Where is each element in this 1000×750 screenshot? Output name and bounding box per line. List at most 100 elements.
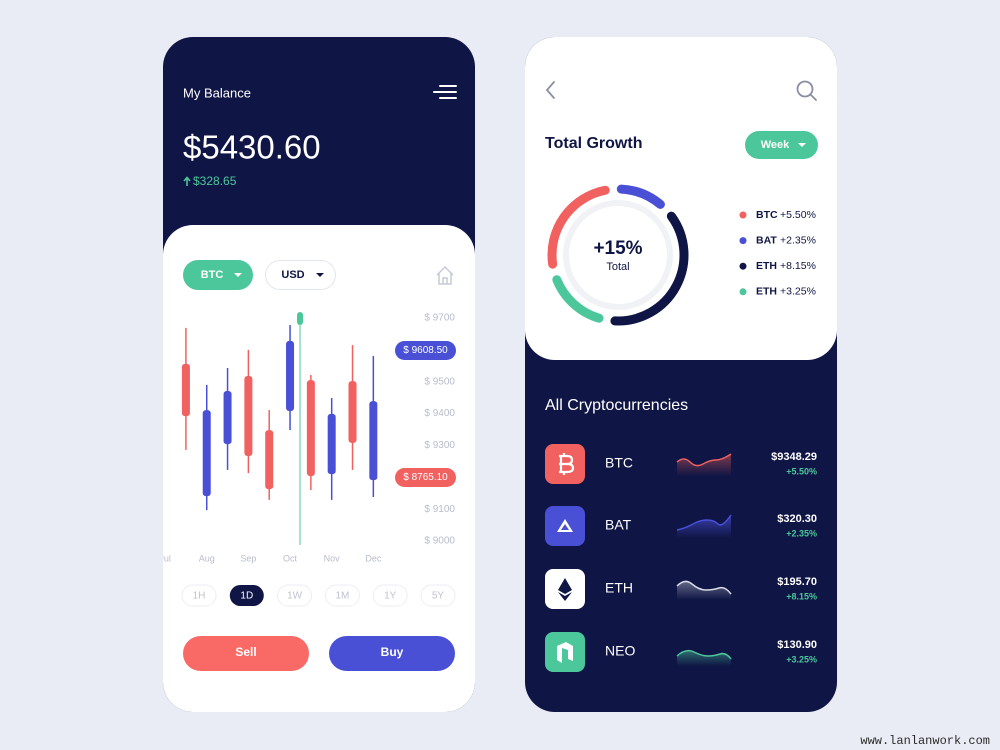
legend-dot: [739, 211, 747, 219]
coin-selector[interactable]: [183, 260, 253, 290]
sell-button[interactable]: [183, 636, 309, 671]
price-tag: [395, 341, 456, 360]
search-button[interactable]: [796, 80, 817, 101]
candle-body: [223, 390, 232, 445]
donut-segment: [547, 185, 610, 269]
legend-value: +8.15%: [780, 260, 816, 272]
watermark: www.lanlanwork.com: [860, 734, 990, 748]
growth-title: Total Growth: [545, 135, 642, 152]
buy-button-label: Buy: [381, 645, 404, 659]
donut-center-value: +15%: [593, 238, 642, 259]
donut-chart: [547, 184, 689, 326]
timeframe-button[interactable]: [229, 585, 264, 606]
timeframe-group: 1H 1D 1W 1M 1Y 5Y: [181, 584, 456, 607]
crosshair-handle[interactable]: [297, 312, 303, 325]
sparkline-area: [677, 454, 731, 476]
legend-dot: [739, 288, 747, 296]
x-tick-label: Sep: [240, 553, 256, 563]
btc-glyph: [559, 453, 575, 475]
timeframe-label: 1M: [335, 591, 349, 602]
sparkline: [676, 649, 732, 660]
donut-inner: [563, 200, 673, 310]
neo-icon: [545, 632, 585, 672]
coin-symbol: NEO: [605, 643, 635, 659]
timeframe-label: 1W: [287, 591, 303, 602]
candle-body: [369, 401, 378, 481]
period-label: Week: [761, 139, 790, 151]
timeframe-label: 5Y: [432, 591, 445, 602]
sell-button-label: Sell: [235, 645, 256, 659]
menu-icon[interactable]: [433, 85, 457, 99]
bat-glyph: [557, 519, 573, 532]
caret: [316, 273, 324, 277]
x-tick-label: Nov: [324, 553, 341, 563]
timeframe-label: 1D: [240, 591, 253, 602]
x-tick-label: Dec: [365, 553, 382, 563]
legend-value: +3.25%: [780, 286, 816, 298]
legend-value: +5.50%: [780, 209, 816, 221]
legend-dot: [739, 237, 747, 245]
sparkline-area: [677, 515, 731, 538]
timeframe-button[interactable]: [277, 584, 313, 607]
caret: [234, 273, 242, 277]
candlestick-chart: Jul Aug Sep Oct Nov Dec: [159, 325, 382, 563]
coin-symbol: ETH: [605, 580, 633, 596]
sparkline: [676, 453, 732, 467]
eth-glyph: [558, 578, 572, 601]
currency-selector[interactable]: [265, 260, 336, 290]
growth-card: [525, 37, 837, 360]
coin-list: BTC $9348.29 +5.50% BAT $320.30 +2.35% ETH $195…: [605, 451, 817, 664]
sparkline-area: [677, 581, 731, 600]
candle-body: [306, 380, 315, 477]
coin-selector-label: BTC: [201, 269, 224, 281]
timeframe-button[interactable]: [324, 584, 360, 607]
y-tick-label: $ 9700: [424, 313, 455, 324]
sparkline: [676, 580, 732, 595]
buy-button[interactable]: [329, 636, 455, 671]
timeframe-button[interactable]: [420, 584, 456, 607]
legend-dot: [739, 262, 747, 270]
y-tick-label: $ 9500: [424, 376, 455, 387]
bat-icon: [545, 506, 585, 546]
donut-center-label: Total: [606, 261, 629, 273]
legend-value: +2.35%: [780, 234, 816, 246]
home-icon[interactable]: [436, 265, 454, 285]
coin-change: +2.35%: [786, 528, 817, 538]
y-tick-label: $ 9400: [424, 408, 455, 419]
timeframe-button[interactable]: [181, 584, 217, 607]
period-selector[interactable]: [745, 131, 818, 159]
balance: $5430.60: [183, 129, 321, 166]
price-tag-label: $ 9608.50: [403, 345, 448, 356]
coin-change: +3.25%: [786, 654, 817, 664]
price-tag: [395, 468, 456, 487]
legend-label: BAT: [756, 234, 777, 246]
legend-label: ETH: [756, 286, 777, 298]
x-tick-label: Oct: [283, 553, 298, 563]
coin-change: +5.50%: [786, 466, 817, 476]
balance-change: $328.65: [193, 174, 237, 188]
donut-segment: [610, 211, 689, 326]
timeframe-label: 1Y: [384, 591, 397, 602]
currency-selector-label: USD: [281, 269, 304, 281]
candle-body: [265, 430, 274, 490]
timeframe-button[interactable]: [372, 584, 408, 607]
x-tick-label: Jul: [159, 553, 171, 563]
up-arrow: [183, 176, 191, 186]
sparkline: [676, 514, 732, 531]
back-button[interactable]: [545, 81, 555, 99]
candle-body: [244, 375, 253, 456]
y-tick-label: $ 9300: [424, 440, 455, 451]
x-tick-label: Aug: [199, 553, 215, 563]
candle-body: [286, 340, 295, 412]
donut-segment: [616, 184, 665, 209]
coin-change: +8.15%: [786, 591, 817, 601]
donut-segment: [552, 275, 604, 323]
coin-price: $9348.29: [771, 451, 817, 463]
list-title: All Cryptocurrencies: [545, 397, 688, 414]
balance-title: My Balance: [183, 85, 251, 100]
timeframe-label: 1H: [193, 591, 206, 602]
caret: [798, 143, 806, 147]
